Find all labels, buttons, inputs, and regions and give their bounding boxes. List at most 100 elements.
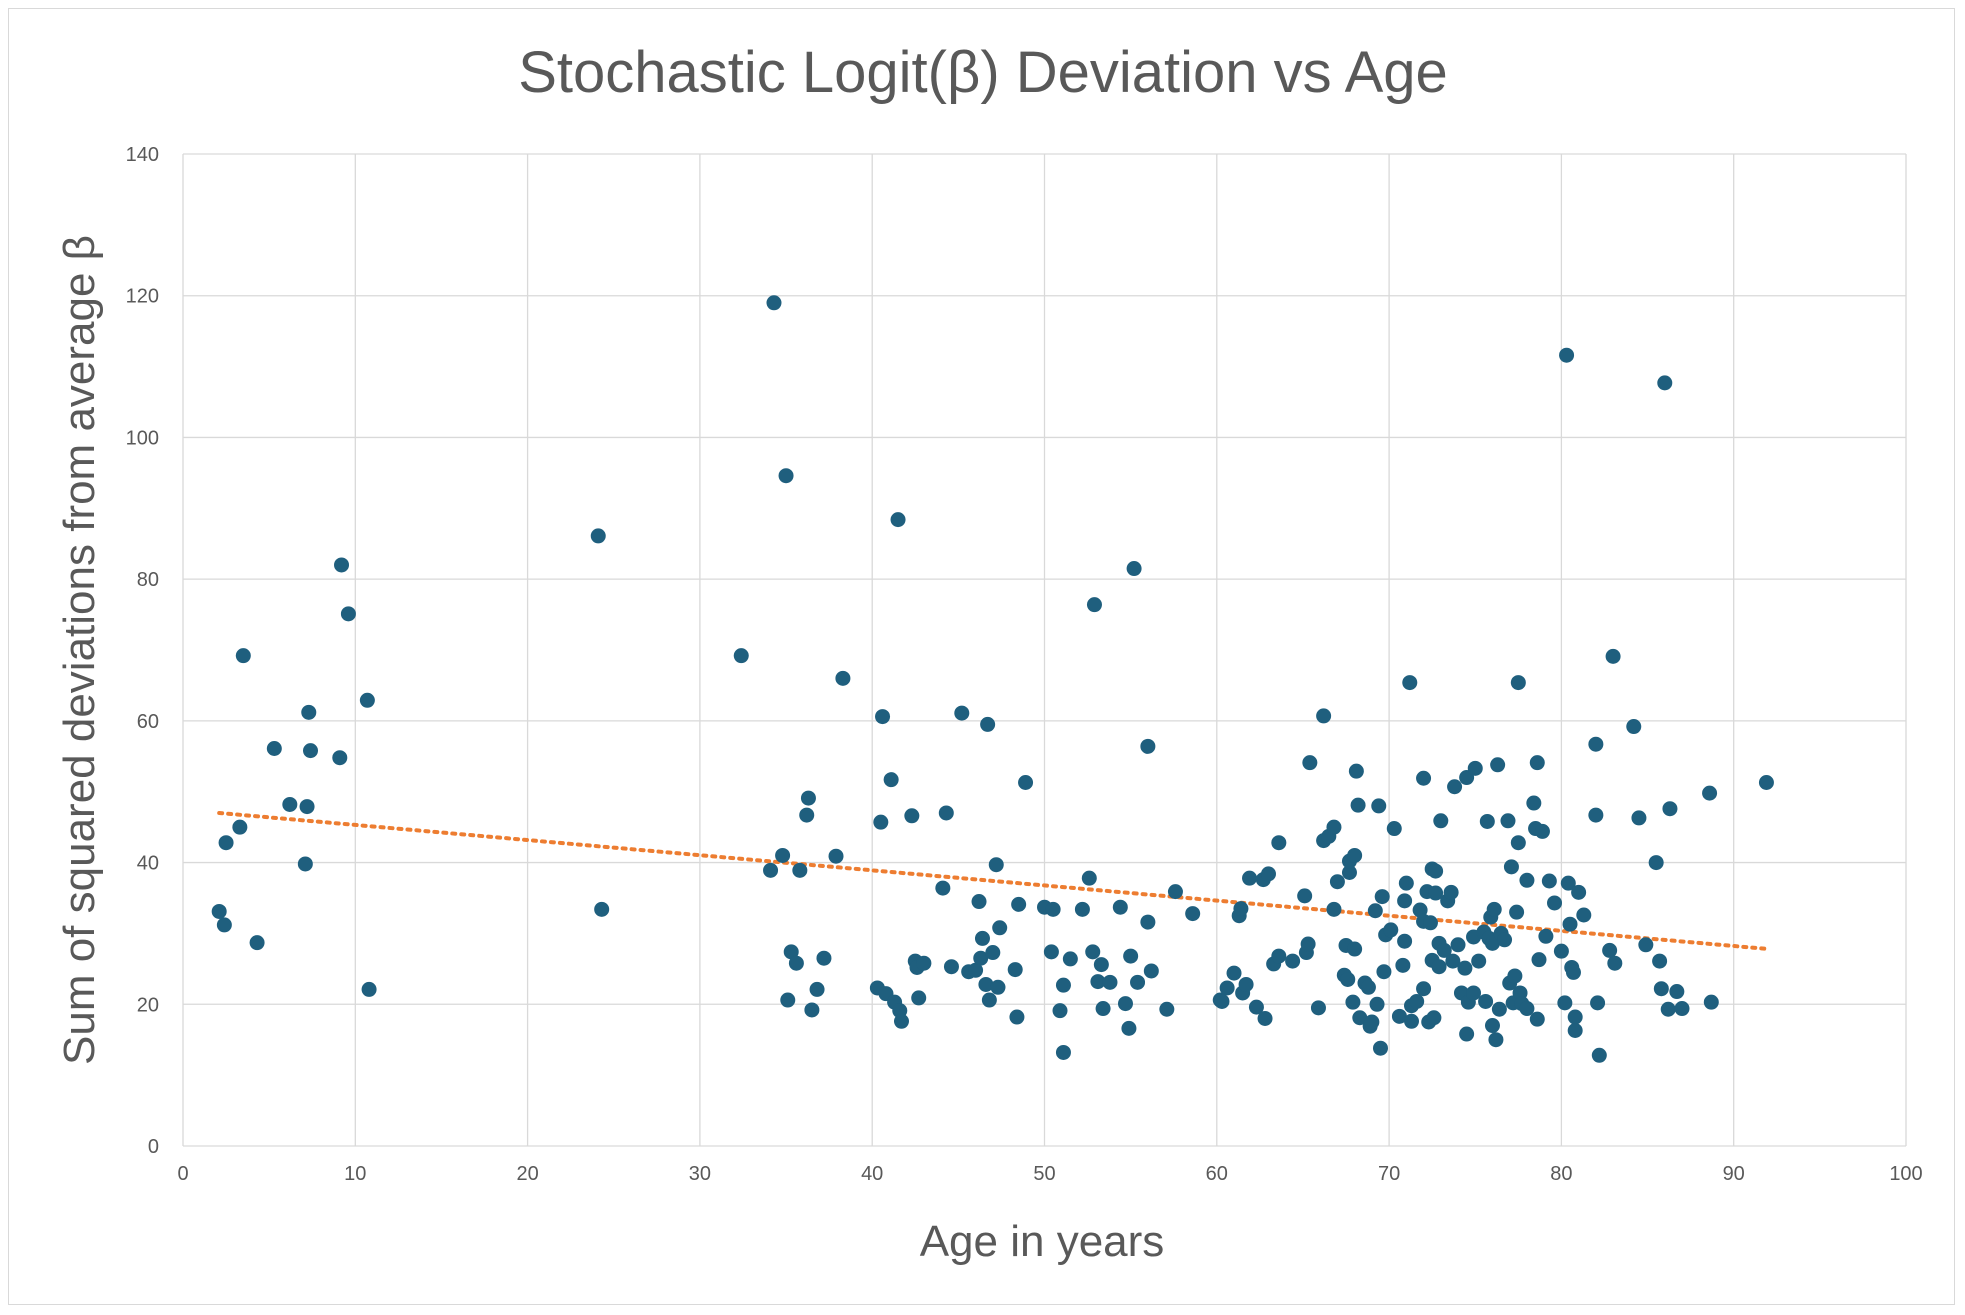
data-point (1316, 708, 1332, 724)
x-tick-label: 80 (1550, 1163, 1572, 1185)
data-point (1567, 1009, 1583, 1025)
data-point (985, 945, 1001, 961)
data-point (1219, 980, 1235, 996)
x-tick-label: 90 (1723, 1163, 1745, 1185)
data-point (1341, 864, 1357, 880)
data-point (992, 920, 1008, 936)
data-point (1374, 889, 1390, 905)
data-point (1081, 870, 1097, 886)
data-point (211, 903, 227, 919)
data-point (1395, 957, 1411, 973)
data-point (1662, 801, 1678, 817)
data-point (1052, 1003, 1068, 1019)
data-point (1403, 1013, 1419, 1029)
data-point (816, 950, 832, 966)
data-point (249, 935, 265, 951)
data-point (1055, 977, 1071, 993)
y-tick-label: 120 (126, 286, 159, 308)
x-tick-label: 20 (516, 1163, 538, 1185)
data-point (340, 606, 356, 622)
data-point (780, 992, 796, 1008)
data-point (297, 856, 313, 872)
data-point (1466, 985, 1482, 1001)
data-point (1531, 952, 1547, 968)
chart-title: Stochastic Logit(β) Deviation vs Age (518, 40, 1448, 105)
y-tick-label: 20 (137, 994, 159, 1016)
data-point (1009, 1009, 1025, 1025)
data-point (1660, 1001, 1676, 1017)
data-point (973, 950, 989, 966)
data-point (1510, 675, 1526, 691)
data-point (1018, 775, 1034, 791)
data-point (1159, 1001, 1175, 1017)
data-point (1257, 1010, 1273, 1026)
data-point (1588, 736, 1604, 752)
data-point (1607, 955, 1623, 971)
data-point (1602, 942, 1618, 958)
data-point (334, 557, 350, 573)
data-point (1302, 755, 1318, 771)
data-point (1126, 561, 1142, 577)
data-point (1652, 953, 1668, 969)
data-point (1369, 996, 1385, 1012)
data-point (1360, 979, 1376, 995)
data-point (1450, 937, 1466, 953)
data-point (1484, 1018, 1500, 1034)
data-point (282, 796, 298, 812)
data-point (1364, 1014, 1380, 1030)
x-tick-label: 70 (1378, 1163, 1400, 1185)
data-point (873, 814, 889, 830)
data-point (938, 805, 954, 821)
data-point (799, 807, 815, 823)
data-point (1638, 937, 1654, 953)
data-point (1130, 974, 1146, 990)
data-point (235, 648, 251, 664)
data-point (1242, 870, 1258, 886)
data-point (1503, 859, 1519, 875)
data-point (1631, 810, 1647, 826)
data-point (800, 790, 816, 806)
data-point (1085, 944, 1101, 960)
data-point (1497, 932, 1513, 948)
trendline-group (217, 810, 1771, 952)
data-point (218, 835, 234, 851)
data-point (1140, 914, 1156, 930)
data-point (1674, 1001, 1690, 1017)
data-point (1007, 962, 1023, 978)
data-point (1507, 968, 1523, 984)
data-point (1123, 948, 1139, 964)
data-point (1412, 902, 1428, 918)
data-point (216, 917, 232, 933)
data-point (1238, 976, 1254, 992)
data-point (1416, 981, 1432, 997)
data-point (1443, 884, 1459, 900)
data-point (763, 862, 779, 878)
data-point (1422, 915, 1438, 931)
data-point (1486, 901, 1502, 917)
data-point (1431, 959, 1447, 975)
data-point (883, 772, 899, 788)
data-point (1653, 981, 1669, 997)
data-point (981, 992, 997, 1008)
data-point (1479, 813, 1495, 829)
data-point (778, 468, 794, 484)
data-point (1226, 965, 1242, 981)
data-point (1383, 922, 1399, 938)
data-point (1567, 1023, 1583, 1039)
data-point (1167, 884, 1183, 900)
data-points (211, 295, 1774, 1063)
data-point (1758, 775, 1774, 791)
data-point (1428, 863, 1444, 879)
data-point (1348, 763, 1364, 779)
data-point (1329, 874, 1345, 890)
data-point (1557, 995, 1573, 1011)
data-point (1090, 974, 1106, 990)
data-point (733, 648, 749, 664)
data-point (1457, 960, 1473, 976)
data-point (1112, 899, 1128, 915)
x-tick-label: 50 (1033, 1163, 1055, 1185)
y-tick-label: 80 (137, 569, 159, 591)
data-point (1519, 872, 1535, 888)
data-point (968, 962, 984, 978)
